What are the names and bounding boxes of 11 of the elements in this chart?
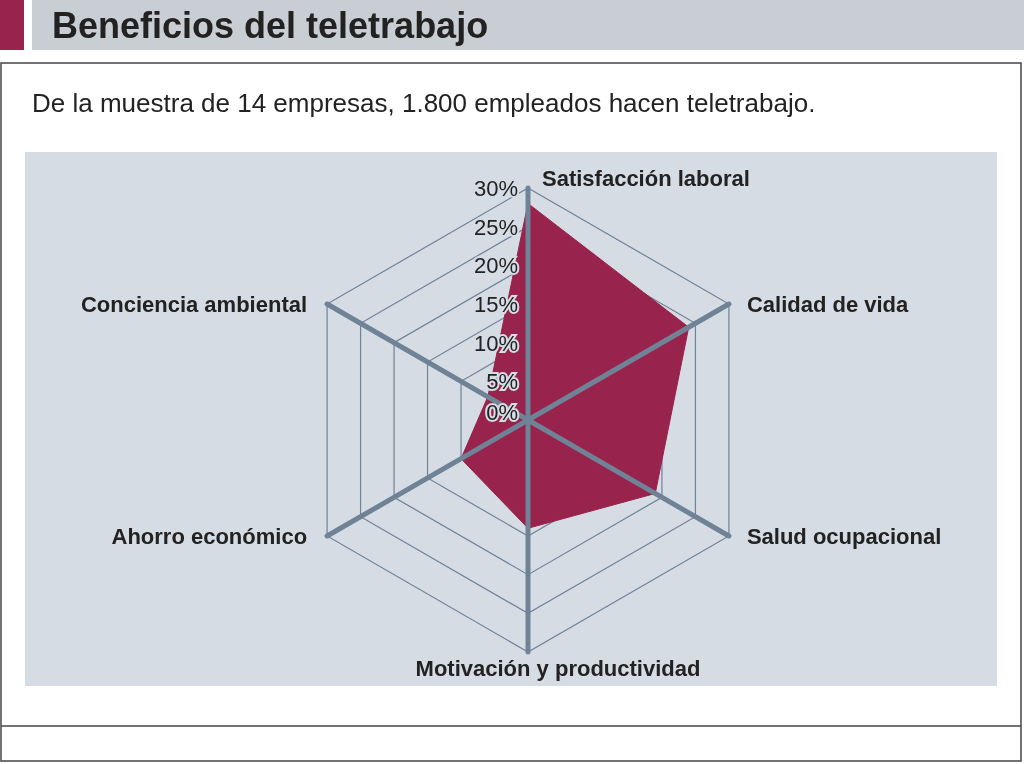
spoke-label: Conciencia ambiental	[80, 292, 308, 317]
spoke-label: Ahorro económico	[111, 524, 308, 549]
y-tick-label: 30%	[473, 176, 518, 201]
y-tick-label: 0%	[486, 400, 518, 425]
spoke-label: Motivación y productividad	[415, 656, 701, 681]
spoke-label: Calidad de vida	[746, 292, 910, 317]
spoke-label: Salud ocupacional	[746, 524, 942, 549]
chart-subtitle: De la muestra de 14 empresas, 1.800 empleados hacen teletrabajo.	[32, 88, 816, 118]
chart-title: Beneficios del teletrabajo	[52, 5, 489, 46]
y-tick-label: 25%	[473, 214, 518, 240]
spoke-label: Satisfacción laboral	[542, 166, 750, 191]
